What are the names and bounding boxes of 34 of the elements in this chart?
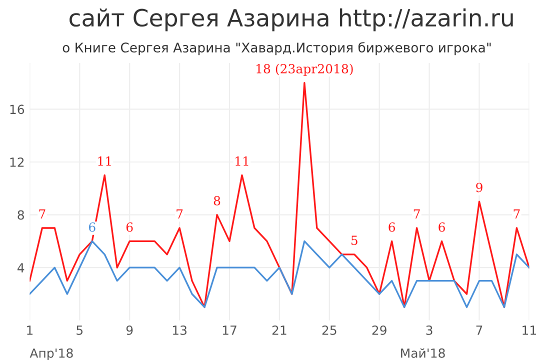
chart-title: сайт Сергея Азарина http://azarin.ru (70, 8, 513, 32)
x-tick-label: 7 (476, 326, 482, 335)
data-label: 6 (388, 222, 396, 232)
data-label: 7 (414, 209, 420, 218)
text: Апр'18 (30, 348, 73, 360)
x-tick-label: 17 (222, 326, 236, 335)
text: Май'18 (401, 348, 445, 358)
data-label: 5 (351, 236, 358, 246)
y-tick-label: 16 (10, 104, 24, 114)
x-tick-label: 29 (372, 325, 386, 335)
x-tick-label: 3 (426, 325, 432, 335)
data-label: 6 (438, 222, 445, 232)
data-label: 11 (98, 156, 111, 166)
data-label: 18 (23apr2018) (256, 64, 353, 76)
x-tick-label: 1 (27, 326, 33, 335)
y-tick-label: 8 (18, 210, 24, 220)
chart-subtitle: о Книге Сергея Азарина "Хавард.История биржевого игрока" (62, 42, 491, 56)
y-tick-label: 12 (10, 157, 24, 167)
x-tick-label: 13 (172, 325, 186, 335)
x-tick-label: 9 (126, 325, 133, 335)
line-series (30, 82, 530, 308)
data-label: 7 (514, 209, 520, 218)
data-label: 8 (214, 196, 220, 206)
data-label: 7 (39, 209, 46, 218)
x-tick-label: 5 (76, 326, 83, 335)
data-label: 7 (176, 209, 183, 218)
data-label: 6 (88, 222, 96, 232)
data-label: 6 (126, 222, 133, 232)
data-label: 9 (476, 182, 482, 192)
x-tick-label: 21 (272, 325, 286, 335)
y-tick-label: 4 (17, 263, 24, 272)
x-tick-label: 11 (522, 326, 536, 335)
data-label: 11 (236, 156, 248, 166)
x-tick-label: 25 (322, 325, 336, 335)
